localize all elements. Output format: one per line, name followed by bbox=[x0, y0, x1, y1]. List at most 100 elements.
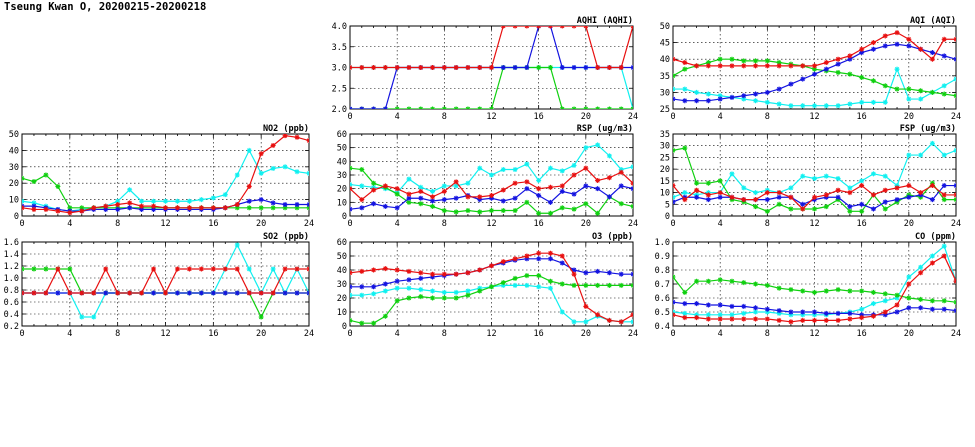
data-point-cyan bbox=[630, 319, 633, 325]
x-tick-label: 16 bbox=[857, 112, 867, 122]
data-point-red bbox=[258, 290, 264, 296]
data-point-green bbox=[453, 295, 459, 301]
data-point-blue bbox=[371, 201, 377, 207]
y-tick-label: 10 bbox=[337, 198, 347, 208]
data-point-cyan bbox=[835, 103, 841, 109]
data-point-cyan bbox=[906, 96, 912, 102]
series-group bbox=[673, 140, 956, 214]
series-group bbox=[22, 134, 309, 216]
data-point-red bbox=[694, 187, 700, 193]
data-point-red bbox=[753, 316, 759, 322]
data-point-red bbox=[741, 197, 747, 203]
data-point-green bbox=[524, 199, 530, 205]
data-point-red bbox=[823, 317, 829, 323]
data-point-red bbox=[682, 315, 688, 321]
y-tick-label: 10 bbox=[660, 189, 670, 199]
data-point-blue bbox=[859, 201, 865, 207]
data-point-cyan bbox=[270, 165, 276, 171]
data-point-cyan bbox=[753, 309, 759, 315]
data-point-red bbox=[371, 65, 377, 70]
data-point-blue bbox=[859, 312, 865, 318]
data-point-cyan bbox=[418, 287, 424, 293]
x-tick-label: 0 bbox=[19, 329, 24, 339]
data-point-red bbox=[583, 303, 589, 309]
data-point-green bbox=[870, 289, 876, 295]
data-point-green bbox=[717, 56, 723, 62]
data-point-green bbox=[465, 106, 471, 109]
data-point-green bbox=[870, 78, 876, 84]
data-point-blue bbox=[906, 43, 912, 49]
data-point-green bbox=[382, 313, 388, 319]
data-point-red bbox=[953, 36, 956, 42]
data-point-blue bbox=[246, 198, 252, 204]
data-point-red bbox=[489, 193, 494, 198]
data-point-green bbox=[500, 280, 506, 286]
data-point-green bbox=[906, 295, 912, 301]
data-point-green bbox=[477, 106, 483, 109]
x-tick-label: 20 bbox=[581, 219, 591, 229]
data-point-blue bbox=[524, 65, 530, 70]
data-point-red bbox=[55, 208, 61, 214]
data-point-green bbox=[406, 106, 412, 109]
x-tick-label: 12 bbox=[160, 329, 170, 339]
data-point-green bbox=[559, 281, 565, 287]
data-point-red bbox=[536, 26, 542, 29]
data-point-red bbox=[294, 134, 300, 140]
data-point-blue bbox=[788, 309, 794, 315]
y-tick-label: 30 bbox=[337, 280, 347, 290]
y-tick-label: 1.0 bbox=[4, 274, 19, 284]
data-point-cyan bbox=[682, 86, 688, 92]
data-point-green bbox=[489, 284, 494, 290]
data-point-cyan bbox=[788, 185, 794, 191]
data-point-cyan bbox=[500, 282, 506, 288]
data-point-cyan bbox=[394, 285, 400, 291]
data-point-green bbox=[823, 288, 829, 294]
y-tick-label: 3.0 bbox=[332, 64, 347, 74]
x-tick-label: 16 bbox=[534, 219, 544, 229]
y-tick-label: 0.7 bbox=[655, 280, 670, 290]
y-tick-label: 40 bbox=[337, 157, 347, 167]
data-point-green bbox=[717, 277, 723, 283]
data-point-red bbox=[847, 53, 853, 59]
data-point-green bbox=[882, 206, 888, 212]
data-point-cyan bbox=[151, 198, 157, 204]
data-point-blue bbox=[559, 65, 565, 70]
data-point-green bbox=[477, 209, 483, 215]
data-point-cyan bbox=[453, 183, 459, 189]
data-point-blue bbox=[823, 310, 829, 316]
data-point-cyan bbox=[536, 284, 542, 290]
data-point-red bbox=[306, 266, 309, 272]
data-point-red bbox=[547, 250, 553, 256]
data-point-green bbox=[258, 205, 264, 211]
data-point-green bbox=[67, 205, 73, 211]
y-tick-label: 0 bbox=[342, 212, 347, 222]
data-point-cyan bbox=[559, 309, 565, 315]
data-point-red bbox=[282, 266, 288, 272]
chart-rsp: 0 4 8 12 16 20 24 0 10 20 30 40 50 60 RSP (ug/m3) bbox=[337, 124, 638, 229]
x-tick-label: 0 bbox=[347, 329, 352, 339]
chart-co: 0 4 8 12 16 20 24 0.4 0.5 0.6 0.7 0.8 0.9 1.0 CO (ppm) bbox=[655, 232, 961, 339]
data-point-red bbox=[941, 253, 947, 259]
data-point-blue bbox=[673, 199, 676, 205]
data-point-green bbox=[595, 106, 601, 109]
data-point-cyan bbox=[800, 312, 806, 318]
data-point-blue bbox=[776, 86, 782, 92]
data-point-blue bbox=[151, 206, 157, 212]
data-point-red bbox=[705, 316, 711, 322]
data-point-red bbox=[382, 183, 388, 189]
data-point-blue bbox=[894, 41, 900, 47]
data-point-red bbox=[618, 169, 624, 175]
x-tick-label: 20 bbox=[581, 112, 591, 122]
data-point-blue bbox=[418, 275, 424, 281]
data-point-green bbox=[79, 205, 85, 211]
data-point-green bbox=[359, 167, 365, 173]
data-point-cyan bbox=[359, 183, 365, 189]
data-point-blue bbox=[306, 290, 309, 296]
plot-frame bbox=[21, 241, 310, 327]
data-point-green bbox=[673, 147, 676, 153]
x-tick-label: 12 bbox=[160, 219, 170, 229]
x-tick-label: 16 bbox=[857, 219, 867, 229]
data-point-green bbox=[270, 205, 276, 211]
data-point-red bbox=[870, 192, 876, 198]
data-point-cyan bbox=[894, 66, 900, 72]
